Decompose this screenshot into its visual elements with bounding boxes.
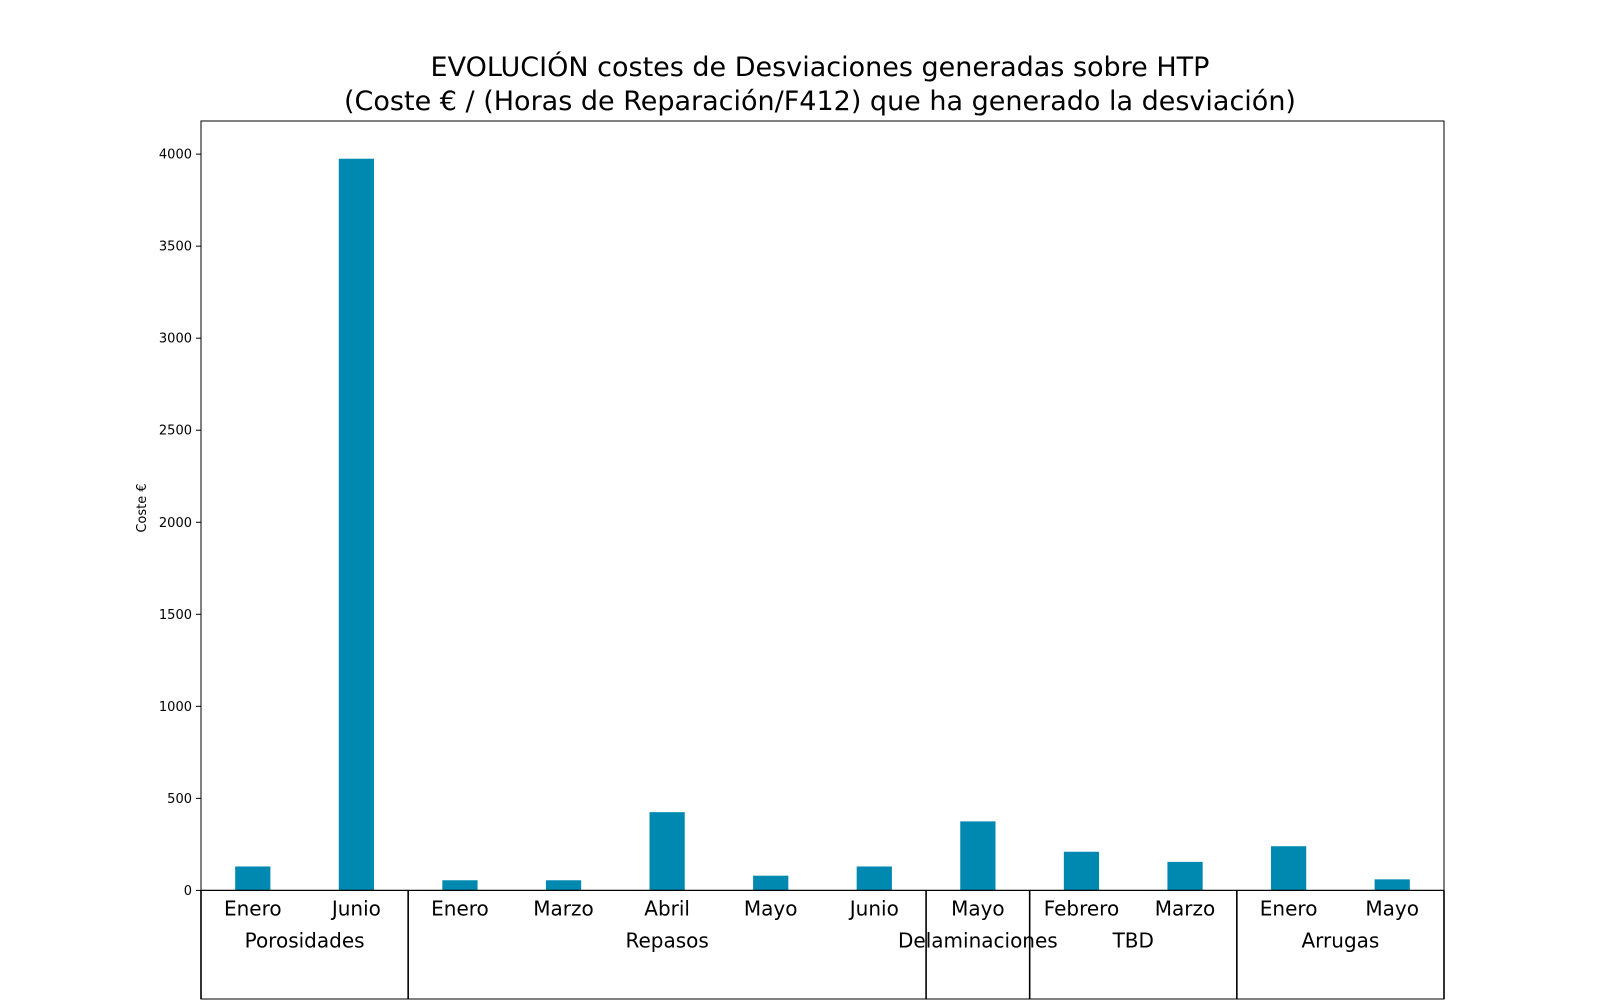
plot-frame: [200, 120, 1445, 1000]
x-tick-label: Marzo: [1155, 896, 1215, 920]
chart-title-line-1: EVOLUCIÓN costes de Desviaciones generad…: [431, 51, 1210, 83]
group-label: Repasos: [625, 928, 708, 952]
x-axis-category-labels: Enero Junio Enero Marzo Abril Mayo Junio Mayo Fe…: [224, 896, 1419, 920]
bar: [856, 866, 892, 891]
y-tick-label: 2000: [159, 516, 192, 531]
y-tick-label: 1500: [159, 608, 192, 623]
bar: [753, 875, 789, 891]
x-tick-label: Mayo: [951, 896, 1005, 920]
x-tick-label: Mayo: [744, 896, 798, 920]
bar: [1167, 861, 1203, 891]
x-tick-label: Enero: [431, 896, 489, 920]
y-tick-label: 4000: [159, 148, 192, 163]
bar: [960, 821, 996, 891]
group-label: Porosidades: [245, 928, 365, 952]
x-tick-label: Abril: [644, 896, 690, 920]
y-tick-label: 2500: [159, 424, 192, 439]
x-tick-label: Junio: [330, 896, 381, 920]
x-tick-label: Junio: [848, 896, 899, 920]
y-tick-label: 0: [184, 884, 192, 899]
bar: [649, 812, 685, 891]
bar: [442, 880, 478, 891]
y-tick-label: 3500: [159, 240, 192, 255]
x-tick-label: Febrero: [1044, 896, 1120, 920]
group-label: Delaminaciones: [898, 928, 1058, 952]
bar: [235, 866, 271, 891]
chart-title: EVOLUCIÓN costes de Desviaciones generad…: [344, 51, 1296, 117]
y-tick-label: 1000: [159, 700, 192, 715]
x-tick-label: Enero: [1260, 896, 1318, 920]
group-label: Arrugas: [1302, 928, 1380, 952]
group-label: TBD: [1112, 928, 1154, 952]
bar: [1271, 846, 1307, 891]
chart-subtitle: (Coste € / (Horas de Reparación/F412) qu…: [344, 86, 1296, 117]
y-tick-label: 500: [167, 792, 192, 807]
bars: [235, 158, 1410, 891]
y-tick-label: 3000: [159, 332, 192, 347]
x-tick-label: Mayo: [1365, 896, 1419, 920]
x-axis-group-labels: Porosidades Repasos Delaminaciones TBD Arrug…: [200, 890, 1445, 999]
bar: [338, 158, 374, 891]
y-axis-label: Coste €: [135, 483, 150, 532]
bar: [1063, 851, 1100, 891]
bar: [1374, 879, 1410, 891]
y-axis-ticks: 0 500 1000 1500 2000 2500 3000 3500 4000: [159, 148, 201, 899]
x-tick-label: Marzo: [533, 896, 593, 920]
x-tick-label: Enero: [224, 896, 282, 920]
bar: [545, 880, 582, 891]
